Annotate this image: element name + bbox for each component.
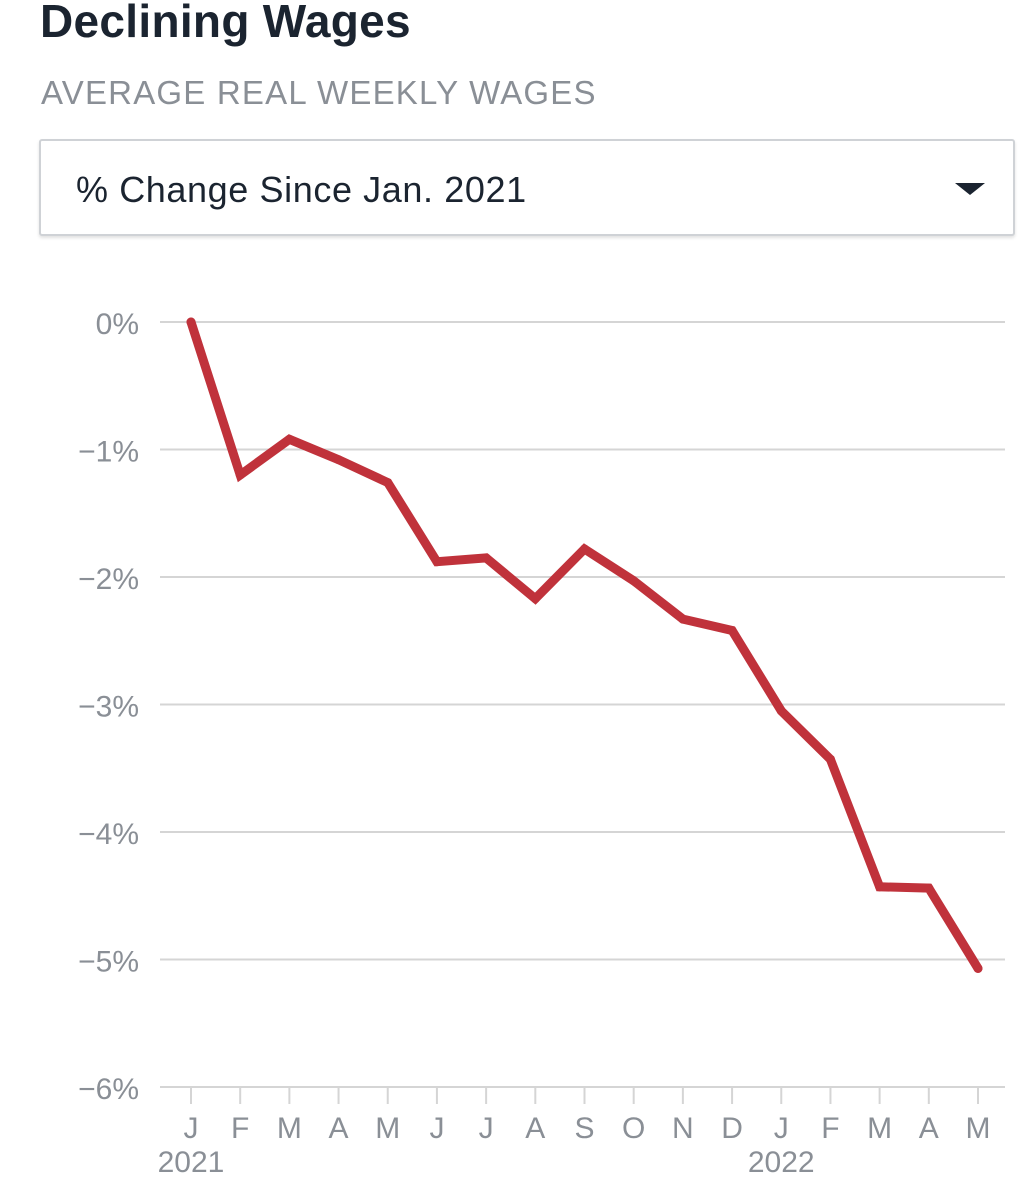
x-tick-label: O [622,1112,645,1145]
data-point [924,883,934,893]
x-tick-label: F [231,1112,249,1145]
x-tick-label: A [525,1112,545,1145]
measure-dropdown[interactable]: % Change Since Jan. 2021 [39,139,1015,236]
data-point [284,434,294,444]
x-tick-label: J [774,1112,789,1145]
y-tick-label: −1% [78,436,139,469]
x-tick-label: N [672,1112,694,1145]
y-tick-label: 0% [96,308,139,341]
x-tick-label: M [277,1112,302,1145]
data-point [530,594,540,604]
data-point [825,754,835,764]
data-point [678,614,688,624]
data-point [383,478,393,488]
y-tick-label: −2% [78,563,139,596]
x-tick-label: A [329,1112,349,1145]
gridlines [160,321,1005,1088]
x-year-label: 2022 [748,1146,815,1179]
series-line [186,317,983,973]
y-tick-label: −5% [78,946,139,979]
x-tick-label: J [429,1112,444,1145]
data-point [875,882,885,892]
x-tick-label: A [919,1112,939,1145]
x-year-label: 2021 [158,1146,225,1179]
data-point [334,455,344,465]
series-layer [186,317,983,973]
data-point [186,317,196,327]
data-point [629,576,639,586]
x-tick-label: M [375,1112,400,1145]
y-tick-label: −6% [78,1073,139,1106]
x-tick-label: J [184,1112,199,1145]
data-point [973,963,983,973]
x-tick-label: S [574,1112,594,1145]
chart-title: Declining Wages [40,0,411,47]
x-tick-label: D [721,1112,743,1145]
x-tick-label: M [966,1112,991,1145]
dropdown-selected-value: % Change Since Jan. 2021 [76,169,527,210]
y-tick-label: −4% [78,818,139,851]
data-point [481,553,491,563]
x-tick-label: J [479,1112,494,1145]
data-point [432,557,442,567]
caret-down-icon [955,183,985,195]
x-tick-label: M [867,1112,892,1145]
x-tick-label: F [821,1112,839,1145]
data-point [235,470,245,480]
y-tick-label: −3% [78,691,139,724]
data-point [727,626,737,636]
y-axis-ticks: 0% −1% −2% −3% −4% −5% −6% [78,308,139,1106]
data-point [776,706,786,716]
data-point [580,544,589,554]
chart-subtitle: AVERAGE REAL WEEKLY WAGES [41,74,597,111]
